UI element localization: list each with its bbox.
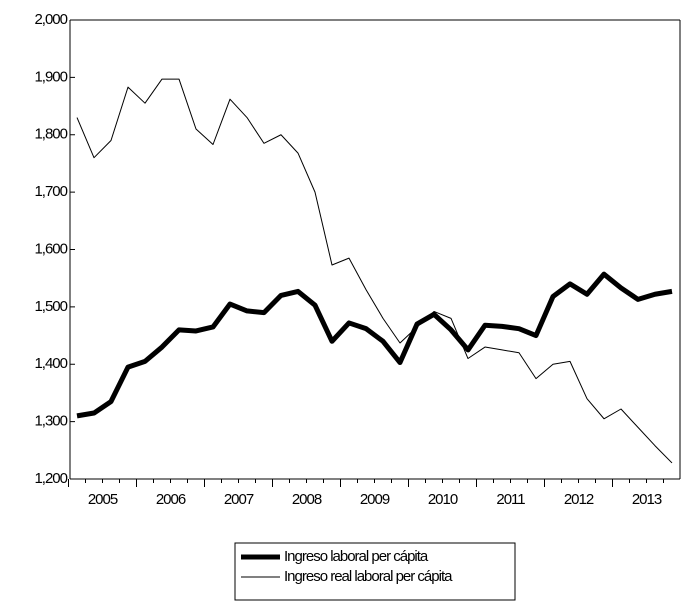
legend-label: Ingreso laboral per cápita (284, 548, 429, 565)
x-tick-label: 2013 (632, 491, 662, 508)
y-tick-label: 1,400 (34, 355, 67, 372)
x-tick-label: 2011 (496, 491, 525, 508)
y-tick-label: 1,600 (34, 240, 67, 257)
y-tick-label: 1,900 (34, 68, 67, 85)
y-tick-label: 1,700 (34, 183, 67, 200)
y-tick-label: 2,000 (34, 11, 67, 28)
x-tick-label: 2006 (156, 491, 186, 508)
y-tick-label: 1,500 (34, 298, 67, 315)
legend-box (234, 542, 516, 601)
legend-label: Ingreso real laboral per cápita (284, 568, 453, 585)
series-line (76, 271, 673, 419)
y-tick-label: 1,200 (34, 470, 67, 487)
x-tick-label: 2012 (564, 491, 594, 508)
x-tick-label: 2009 (360, 491, 390, 508)
x-tick-label: 2010 (428, 491, 458, 508)
y-tick-label: 1,800 (34, 126, 67, 143)
y-tick-label: 1,300 (34, 413, 67, 430)
x-tick-label: 2007 (224, 491, 254, 508)
x-tick-label: 2005 (88, 491, 118, 508)
x-tick-label: 2008 (292, 491, 322, 508)
series-line (76, 78, 673, 464)
